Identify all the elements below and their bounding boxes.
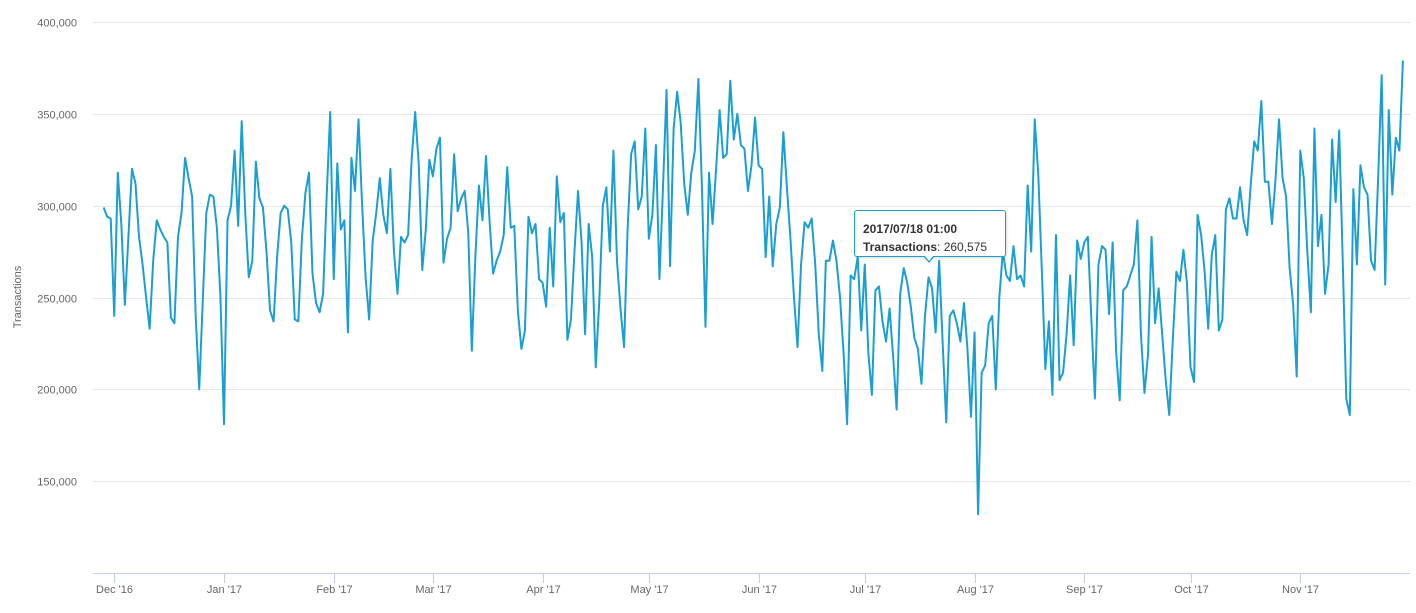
y-tick-label-250000: 250,000 [37, 294, 77, 306]
x-tick-label-9: Sep '17 [1066, 584, 1103, 596]
y-tick-label-150000: 150,000 [37, 477, 77, 489]
x-tick-label-5: May '17 [630, 584, 668, 596]
gridlines [93, 22, 1410, 482]
y-axis-title: Transactions [12, 265, 24, 328]
x-axis-ticks: Dec '16 Jan '17 Feb '17 Mar '17 Apr '17 May '… [96, 573, 1319, 596]
tooltip-series-label: Transactions [863, 240, 938, 254]
x-tick-label-8: Aug '17 [957, 584, 994, 596]
tooltip: 2017/07/18 01:00 Transactions: 260,575 [854, 210, 1006, 263]
y-tick-label-400000: 400,000 [37, 18, 77, 30]
x-tick-label-2: Feb '17 [316, 584, 352, 596]
x-tick-label-11: Nov '17 [1282, 584, 1319, 596]
x-tick-label-4: Apr '17 [526, 584, 561, 596]
x-tick-label-3: Mar '17 [415, 584, 451, 596]
y-tick-label-350000: 350,000 [37, 110, 77, 122]
y-tick-label-300000: 300,000 [37, 202, 77, 214]
x-tick-label-0: Dec '16 [96, 584, 133, 596]
x-tick-label-1: Jan '17 [207, 584, 242, 596]
series-line-transactions[interactable] [102, 60, 1404, 516]
y-axis-tick-labels: 150,000 200,000 250,000 300,000 350,000 400,0… [37, 18, 77, 489]
tooltip-pointer-inner [924, 255, 934, 261]
tooltip-date: 2017/07/18 01:00 [863, 222, 958, 236]
x-tick-label-7: Jul '17 [850, 584, 881, 596]
x-tick-label-6: Jun '17 [742, 584, 777, 596]
tooltip-value-row: Transactions: 260,575 [863, 240, 988, 254]
x-tick-label-10: Oct '17 [1174, 584, 1209, 596]
tooltip-value: 260,575 [943, 240, 988, 254]
y-tick-label-200000: 200,000 [37, 385, 77, 397]
